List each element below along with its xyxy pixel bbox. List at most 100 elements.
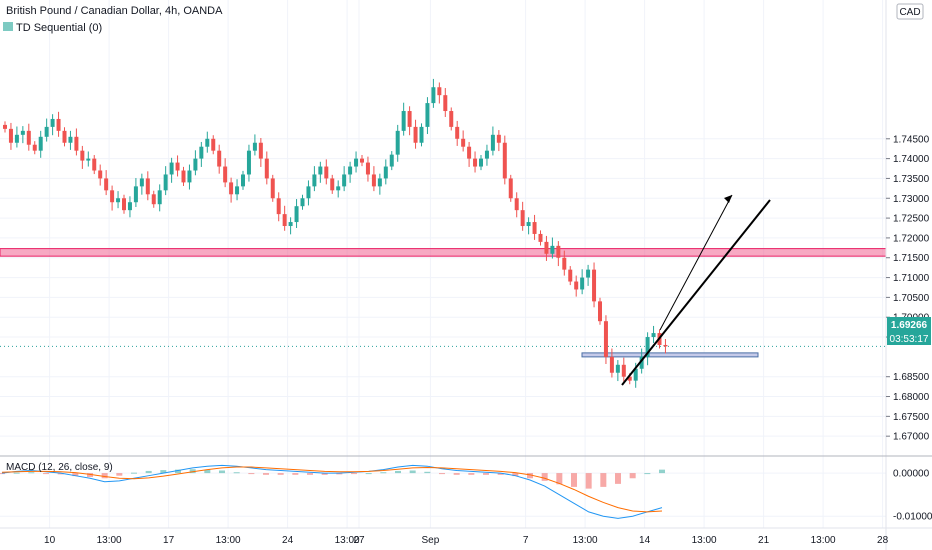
candle-body xyxy=(437,87,442,96)
candle-body xyxy=(449,111,454,127)
signal-line xyxy=(1,466,663,513)
time-tick-label: 17 xyxy=(163,535,175,546)
candle-body xyxy=(211,138,216,151)
macd-histogram-bar xyxy=(189,469,196,474)
projection-arrow xyxy=(659,194,733,331)
candle-body xyxy=(484,150,489,159)
candlestick-series xyxy=(3,78,668,388)
time-tick-label: 21 xyxy=(758,535,770,546)
candle-body xyxy=(383,166,388,179)
drawings xyxy=(621,194,771,386)
projection-arrowhead xyxy=(724,195,732,203)
time-tick-label: 14 xyxy=(639,535,651,546)
price-axis[interactable]: 1.74500 1.74000 1.73500 1.73000 1.72500 1.720… xyxy=(886,134,930,443)
currency-badge-label: CAD xyxy=(899,7,920,18)
candle-body xyxy=(556,245,561,258)
resistance-zone xyxy=(0,248,887,257)
macd-histogram-bar xyxy=(307,473,313,475)
symbol-title: British Pound / Canadian Dollar, 4h, OAN… xyxy=(6,5,223,17)
macd-histogram-bar xyxy=(424,471,431,474)
time-tick-label: 10 xyxy=(44,535,56,546)
macd-histogram-bar xyxy=(395,470,401,474)
candle-body xyxy=(592,269,597,302)
candle-body xyxy=(68,136,73,143)
candle-body xyxy=(562,257,567,270)
candle-body xyxy=(413,126,418,143)
macd-histogram-bar xyxy=(629,473,636,479)
candle-body xyxy=(270,178,275,199)
macd-histogram-bar xyxy=(101,473,108,479)
time-tick-label: 13:00 xyxy=(335,535,360,546)
price-tick-label: 1.74500 xyxy=(893,134,930,145)
macd-histogram-bar xyxy=(43,473,49,475)
candle-body xyxy=(258,142,263,159)
candle-body xyxy=(217,150,222,167)
candle-body xyxy=(377,178,382,187)
candle-body xyxy=(26,130,31,145)
macd-histogram-bar xyxy=(336,473,343,475)
candle-body xyxy=(443,95,448,112)
candle-body xyxy=(175,162,180,171)
macd-histogram-bar xyxy=(13,472,20,474)
price-tick-label: 1.68000 xyxy=(893,392,930,403)
macd-histogram-bar xyxy=(644,473,651,475)
macd-histogram-bar xyxy=(571,473,577,487)
macd-tick-label: -0.01000 xyxy=(893,512,932,523)
candle-body xyxy=(407,111,412,127)
macd-tick-label: 0.00000 xyxy=(893,469,930,480)
time-tick-label: 24 xyxy=(282,535,294,546)
macd-histogram-bar xyxy=(659,469,665,474)
price-tick-label: 1.72500 xyxy=(893,214,930,225)
macd-histogram-bar xyxy=(87,473,93,477)
macd-histogram-bar xyxy=(0,473,5,475)
trend-line xyxy=(621,199,771,386)
candle-body xyxy=(44,126,49,137)
candle-body xyxy=(639,356,644,369)
time-tick-label: 13:00 xyxy=(97,535,122,546)
candle-body xyxy=(425,103,430,127)
candle-body xyxy=(580,277,585,290)
candle-body xyxy=(300,198,305,207)
price-tick-label: 1.70500 xyxy=(893,293,930,304)
macd-histogram-bar xyxy=(116,473,123,476)
candle-body xyxy=(187,170,192,183)
candle-body xyxy=(598,301,602,322)
candle-body xyxy=(229,182,234,195)
current-price-value: 1.69266 xyxy=(891,320,928,331)
macd-histogram-bar xyxy=(160,470,167,474)
macd-histogram-bar xyxy=(439,473,445,475)
macd-title: MACD (12, 26, close, 9) xyxy=(6,462,113,473)
candle-body xyxy=(395,130,400,155)
macd-histogram-bar xyxy=(292,473,299,475)
macd-histogram-bar xyxy=(175,469,181,474)
candle-body xyxy=(508,178,513,199)
candle-body xyxy=(80,150,85,161)
candle-body xyxy=(615,364,620,373)
candle-body xyxy=(110,190,115,203)
candle-body xyxy=(526,222,531,227)
candle-body xyxy=(32,144,37,151)
candle-body xyxy=(568,269,573,282)
candle-body xyxy=(139,178,144,187)
price-tick-label: 1.74000 xyxy=(893,154,930,165)
price-tick-label: 1.67000 xyxy=(893,432,930,443)
candle-body xyxy=(496,134,501,143)
macd-pane: 0.00000 -0.01000 xyxy=(0,464,932,523)
macd-histogram-bar xyxy=(615,473,621,484)
candle-body xyxy=(56,118,61,131)
candle-body xyxy=(163,174,168,191)
candle-body xyxy=(74,136,79,151)
price-tick-label: 1.72000 xyxy=(893,233,930,244)
candle-body xyxy=(603,321,608,357)
macd-histogram-bar xyxy=(409,470,416,474)
candle-body xyxy=(62,130,67,143)
macd-histogram-bar xyxy=(497,473,504,475)
support-zone xyxy=(581,352,759,358)
macd-histogram-bar xyxy=(28,472,35,474)
time-tick-label: 28 xyxy=(877,535,889,546)
time-tick-label: 27 xyxy=(353,535,365,546)
currency-badge[interactable] xyxy=(896,3,924,20)
macd-histogram-bar xyxy=(351,473,357,475)
